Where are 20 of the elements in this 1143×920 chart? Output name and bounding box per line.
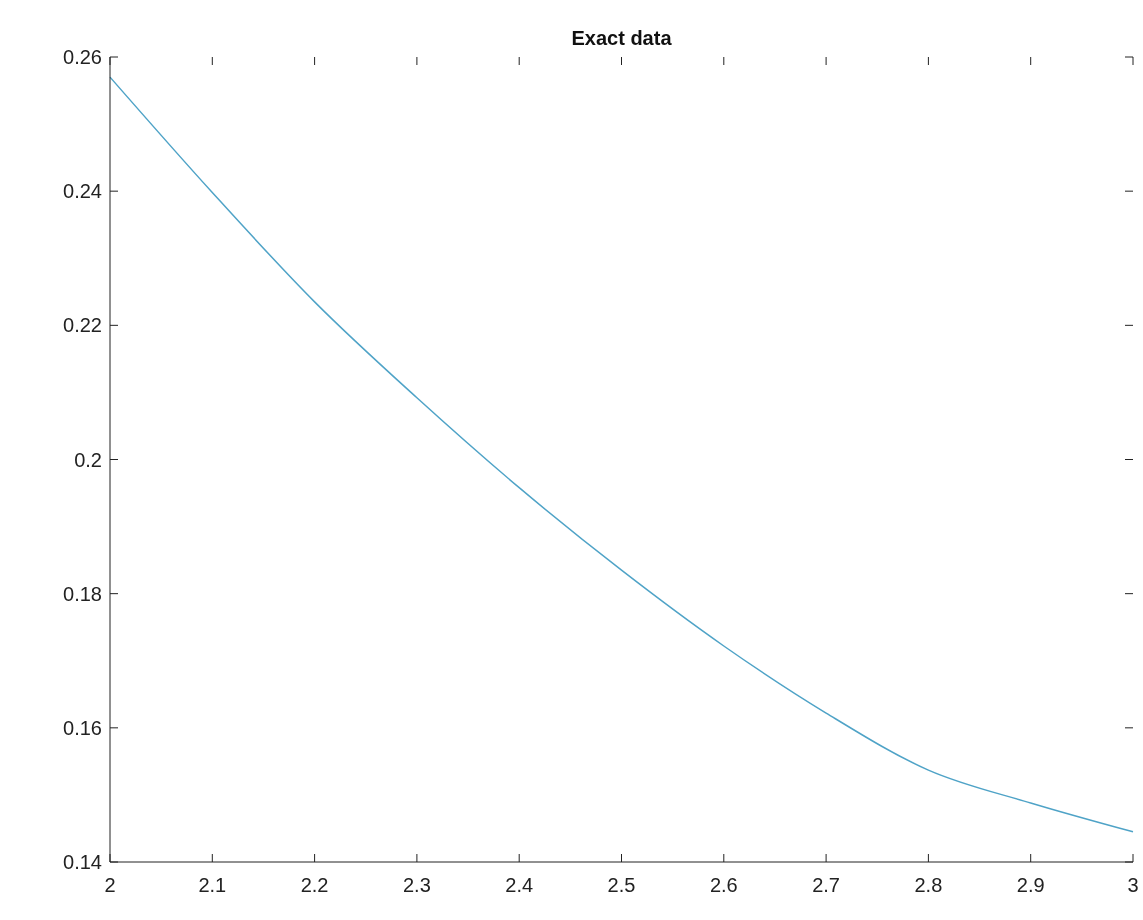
x-tick-label: 2.2 <box>300 874 329 896</box>
y-tick-label: 0.22 <box>63 314 102 337</box>
y-tick-label: 0.16 <box>63 716 102 739</box>
line-series <box>109 76 1134 833</box>
x-tick-label: 3 <box>1127 874 1139 896</box>
x-tick-label: 2.4 <box>505 874 534 896</box>
x-tick-label: 2.3 <box>402 874 431 896</box>
x-tick-label: 2.5 <box>607 874 636 896</box>
x-tick-label: 2.6 <box>709 874 738 896</box>
chart-title: Exact data <box>571 27 673 49</box>
x-tick-label: 2.1 <box>198 874 227 896</box>
x-tick-label: 2.8 <box>914 874 943 896</box>
y-tick-label: 0.24 <box>63 180 102 203</box>
x-tick-label: 2 <box>104 874 116 896</box>
x-tick-label: 2.9 <box>1016 874 1045 896</box>
x-tick-label: 2.7 <box>812 874 841 896</box>
y-tick-label: 0.26 <box>63 46 102 68</box>
y-tick-label: 0.14 <box>63 851 102 873</box>
y-tick-label: 0.18 <box>63 582 102 605</box>
y-tick-label: 0.2 <box>74 448 102 471</box>
